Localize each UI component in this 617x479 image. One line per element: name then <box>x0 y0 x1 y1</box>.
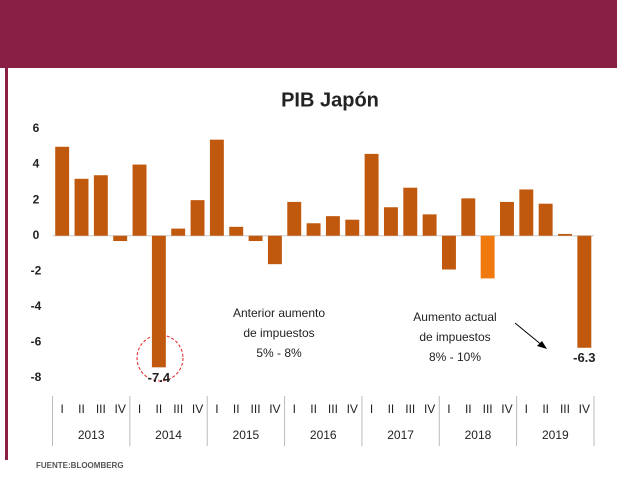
bar <box>151 235 166 368</box>
left-border <box>5 68 8 460</box>
year-label: 2018 <box>465 428 492 442</box>
bar <box>74 178 89 236</box>
x-tick-label: IV <box>269 402 280 416</box>
year-label: 2013 <box>78 428 105 442</box>
bar <box>93 175 108 236</box>
bar <box>500 201 514 236</box>
x-tick-label: IV <box>424 402 435 416</box>
y-tick-label: 2 <box>33 192 40 206</box>
x-tick-label: I <box>293 402 296 416</box>
bar <box>325 216 340 236</box>
bar <box>209 139 224 236</box>
annotation: 8% - 10% <box>429 350 481 364</box>
annotation: 5% - 8% <box>256 346 302 360</box>
annotation: de impuestos <box>419 330 490 344</box>
x-tick-label: II <box>388 402 395 416</box>
x-tick-label: III <box>173 402 183 416</box>
bar <box>364 153 379 236</box>
x-tick-label: II <box>78 402 85 416</box>
annotation: Anterior aumento <box>233 306 325 320</box>
x-tick-label: IV <box>347 402 358 416</box>
x-tick-label: III <box>251 402 261 416</box>
source: FUENTE:BLOOMBERG <box>36 461 124 470</box>
arrow-head <box>537 341 547 349</box>
x-tick-label: IV <box>192 402 203 416</box>
x-tick-label: I <box>370 402 373 416</box>
x-tick-label: I <box>525 402 528 416</box>
bar <box>538 203 553 236</box>
bar <box>441 235 456 270</box>
x-tick-label: I <box>215 402 218 416</box>
bar <box>132 164 147 236</box>
x-tick-label: III <box>328 402 338 416</box>
y-tick-label: 0 <box>33 228 40 242</box>
bar <box>190 200 205 236</box>
bar <box>248 235 263 242</box>
value-label: -6.3 <box>573 350 595 365</box>
bar <box>345 219 360 236</box>
bar <box>558 233 572 236</box>
bar <box>55 146 70 236</box>
year-label: 2017 <box>387 428 414 442</box>
arrow <box>514 322 544 347</box>
bar <box>577 235 592 348</box>
bar <box>422 214 437 236</box>
annotation: de impuestos <box>243 326 314 340</box>
y-tick-label: -6 <box>31 335 42 349</box>
x-tick-label: III <box>405 402 415 416</box>
bar <box>461 198 476 236</box>
x-tick-label: II <box>542 402 549 416</box>
year-label: 2014 <box>155 428 182 442</box>
x-tick-label: III <box>96 402 106 416</box>
x-tick-label: III <box>483 402 493 416</box>
x-tick-label: IV <box>115 402 126 416</box>
bar <box>480 235 495 279</box>
chart-title: PIB Japón <box>281 89 379 111</box>
y-tick-label: -4 <box>31 299 42 313</box>
x-tick-label: IV <box>501 402 512 416</box>
x-tick-label: II <box>310 402 317 416</box>
bar <box>287 201 302 236</box>
x-tick-label: III <box>560 402 570 416</box>
x-tick-label: I <box>138 402 141 416</box>
bar <box>519 189 534 236</box>
y-tick-label: -8 <box>31 370 42 384</box>
value-label: -7.4 <box>148 370 171 385</box>
y-tick-label: 4 <box>33 157 40 171</box>
bar <box>306 223 321 236</box>
x-tick-label: II <box>465 402 472 416</box>
bar <box>171 228 186 236</box>
x-tick-label: IV <box>579 402 590 416</box>
y-tick-label: 6 <box>33 121 40 135</box>
bar <box>113 235 128 242</box>
x-tick-label: II <box>233 402 240 416</box>
header-band <box>0 0 617 68</box>
bar <box>383 207 398 236</box>
bar <box>229 226 244 236</box>
bar <box>267 235 282 265</box>
x-tick-label: II <box>156 402 163 416</box>
y-tick-label: -2 <box>31 263 42 277</box>
year-label: 2016 <box>310 428 337 442</box>
year-label: 2015 <box>233 428 260 442</box>
bar <box>403 187 418 236</box>
x-tick-label: I <box>60 402 63 416</box>
year-label: 2019 <box>542 428 569 442</box>
annotation: Aumento actual <box>413 310 496 324</box>
x-tick-label: I <box>447 402 450 416</box>
